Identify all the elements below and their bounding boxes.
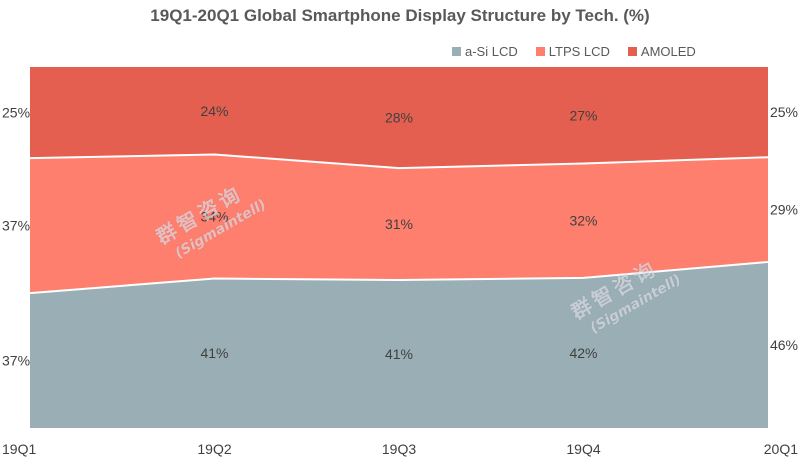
legend-swatch <box>452 46 461 56</box>
x-tick-label: 19Q3 <box>382 441 416 457</box>
data-label: 37% <box>2 353 30 369</box>
area-ltps-lcd <box>30 154 768 294</box>
data-label: 25% <box>770 104 798 120</box>
data-label: 41% <box>200 345 228 361</box>
legend: a-Si LCD LTPS LCD AMOLED <box>452 41 696 61</box>
data-label: 28% <box>385 110 413 126</box>
data-label: 27% <box>569 107 597 123</box>
legend-swatch <box>627 46 637 56</box>
legend-label: AMOLED <box>640 43 696 59</box>
data-label: 46% <box>770 337 798 353</box>
chart-title: 19Q1-20Q1 Global Smartphone Display Stru… <box>150 6 650 25</box>
data-label: 25% <box>2 105 30 121</box>
data-label: 32% <box>569 213 597 229</box>
data-label: 41% <box>385 346 413 362</box>
legend-item: LTPS LCD <box>535 43 610 59</box>
area-a-si-lcd <box>30 261 768 428</box>
x-tick-label: 19Q1 <box>2 441 36 457</box>
x-tick-label: 19Q2 <box>197 441 231 457</box>
legend-label: LTPS LCD <box>548 43 610 59</box>
legend-label: a-Si LCD <box>465 43 518 59</box>
legend-item: AMOLED <box>627 43 696 59</box>
data-label: 24% <box>200 103 228 119</box>
legend-swatch <box>535 46 545 56</box>
data-label: 37% <box>2 218 30 234</box>
area-amoled <box>30 67 768 169</box>
data-label: 42% <box>569 345 597 361</box>
series-boundary-line <box>29 153 769 170</box>
data-label: 29% <box>770 202 798 218</box>
series-boundary-line <box>29 260 769 295</box>
legend-item: a-Si LCD <box>452 44 518 59</box>
x-tick-label: 20Q1 <box>764 441 798 457</box>
x-tick-label: 19Q4 <box>566 441 600 457</box>
data-label: 34% <box>200 209 228 225</box>
data-label: 31% <box>385 216 413 232</box>
